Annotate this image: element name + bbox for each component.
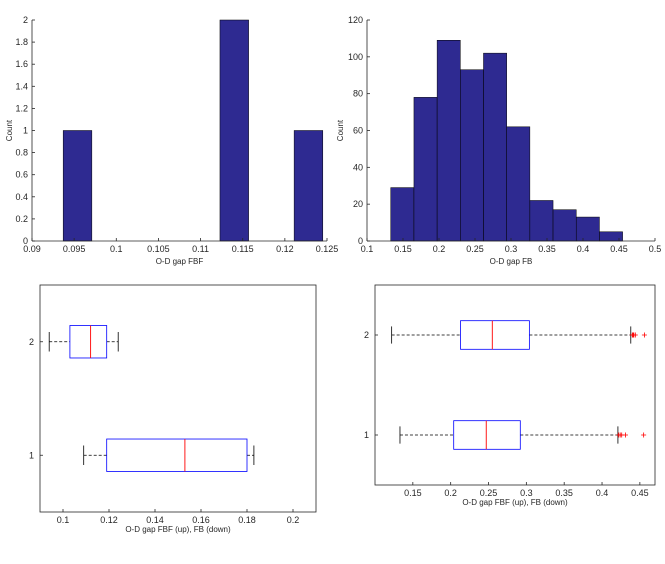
bar (436, 40, 461, 242)
x-tick-label: 0.2 (287, 515, 300, 525)
y-axis-label: Count (336, 119, 345, 141)
bar (575, 216, 600, 242)
y-tick-label: 2 (364, 330, 369, 340)
bar (413, 97, 438, 242)
x-tick-label: 0.15 (394, 244, 412, 254)
y-tick-label: 80 (353, 89, 363, 99)
y-tick-label: 0.6 (15, 170, 28, 180)
x-tick-label: 0.5 (649, 244, 662, 254)
x-tick-label: 0.25 (466, 244, 484, 254)
bar (390, 187, 415, 242)
x-tick-label: 0.125 (316, 244, 339, 254)
y-tick-label: 0.2 (15, 214, 28, 224)
x-tick-label: 0.25 (480, 488, 498, 498)
bar (529, 200, 554, 242)
y-tick-label: 1 (29, 450, 34, 460)
panel-box-small: 1 2 0.1 0.12 0.14 0.16 0.18 0.2 O-D gap FBF (up)… (29, 284, 317, 534)
bar (483, 52, 507, 242)
x-tick-label: 0.18 (238, 515, 256, 525)
plot-frame (374, 284, 656, 486)
x-axis-label: O-D gap FBF (up), FB (down) (125, 525, 231, 534)
panel-box-large: 1 2 0.15 0.2 0.25 0.3 0.35 0.4 0.45 O-D gap FBF (… (364, 284, 656, 507)
y-tick-label: 60 (353, 126, 363, 136)
y-axis-label: Count (5, 119, 14, 141)
bar (219, 19, 249, 242)
bar (552, 209, 577, 242)
panel-hist-fbf: 0.09 0.095 0.1 0.105 0.11 0.115 0.12 0.125 0 0.2 0… (5, 15, 338, 266)
x-tick-label: 0.1 (361, 244, 374, 254)
bar (460, 69, 484, 242)
outlier-marker (632, 332, 638, 338)
x-tick-label: 0.45 (610, 244, 628, 254)
x-tick-label: 0.45 (631, 488, 649, 498)
y-tick-label: 1.8 (15, 37, 28, 47)
x-axis-label: O-D gap FBF (156, 257, 204, 266)
x-tick-label: 0.35 (538, 244, 556, 254)
x-tick-label: 0.3 (520, 488, 533, 498)
panel-hist-fb: 0.1 0.15 0.2 0.25 0.3 0.35 0.4 0.45 0.5 0 20 40 60 80… (336, 15, 661, 266)
x-tick-label: 0.35 (555, 488, 573, 498)
bar (293, 130, 324, 242)
box-iqr (460, 320, 530, 350)
x-tick-label: 0.095 (63, 244, 86, 254)
x-tick-label: 0.4 (577, 244, 590, 254)
y-tick-label: 120 (348, 15, 363, 25)
y-tick-label: 1.6 (15, 59, 28, 69)
x-tick-label: 0.115 (232, 244, 254, 254)
x-tick-label: 0.3 (505, 244, 518, 254)
x-tick-label: 0.09 (23, 244, 41, 254)
y-tick-label: 0.8 (15, 148, 28, 158)
x-tick-label: 0.11 (192, 244, 209, 254)
outlier-marker (641, 432, 647, 438)
bar (506, 126, 531, 242)
x-tick-label: 0.4 (596, 488, 609, 498)
x-axis-label: O-D gap FB (490, 257, 533, 266)
bar (62, 130, 93, 242)
y-tick-label: 2 (23, 15, 28, 25)
x-tick-label: 0.105 (147, 244, 170, 254)
outlier-marker (622, 432, 628, 438)
x-axis-label: O-D gap FBF (up), FB (down) (462, 498, 568, 507)
x-tick-label: 0.2 (433, 244, 446, 254)
y-tick-label: 100 (348, 52, 363, 62)
x-tick-label: 0.14 (146, 515, 164, 525)
plot-frame (39, 284, 317, 513)
y-tick-label: 1 (364, 430, 369, 440)
x-tick-label: 0.2 (444, 488, 457, 498)
box-iqr (106, 438, 248, 472)
y-tick-label: 2 (29, 337, 34, 347)
y-tick-label: 0.4 (15, 192, 28, 202)
box-iqr (453, 420, 521, 450)
x-tick-label: 0.15 (404, 488, 422, 498)
x-tick-label: 0.12 (276, 244, 294, 254)
y-tick-label: 1.2 (15, 103, 28, 113)
x-tick-label: 0.1 (110, 244, 123, 254)
box-iqr (69, 325, 108, 359)
y-tick-label: 40 (353, 162, 363, 172)
x-tick-label: 0.12 (100, 515, 118, 525)
y-tick-label: 1.4 (15, 81, 28, 91)
y-tick-label: 20 (353, 199, 363, 209)
y-tick-label: 0 (358, 236, 363, 246)
x-tick-label: 0.1 (57, 515, 70, 525)
y-tick-label: 1 (23, 126, 28, 136)
y-tick-label: 0 (23, 236, 28, 246)
outlier-marker (641, 332, 647, 338)
x-tick-label: 0.16 (192, 515, 210, 525)
